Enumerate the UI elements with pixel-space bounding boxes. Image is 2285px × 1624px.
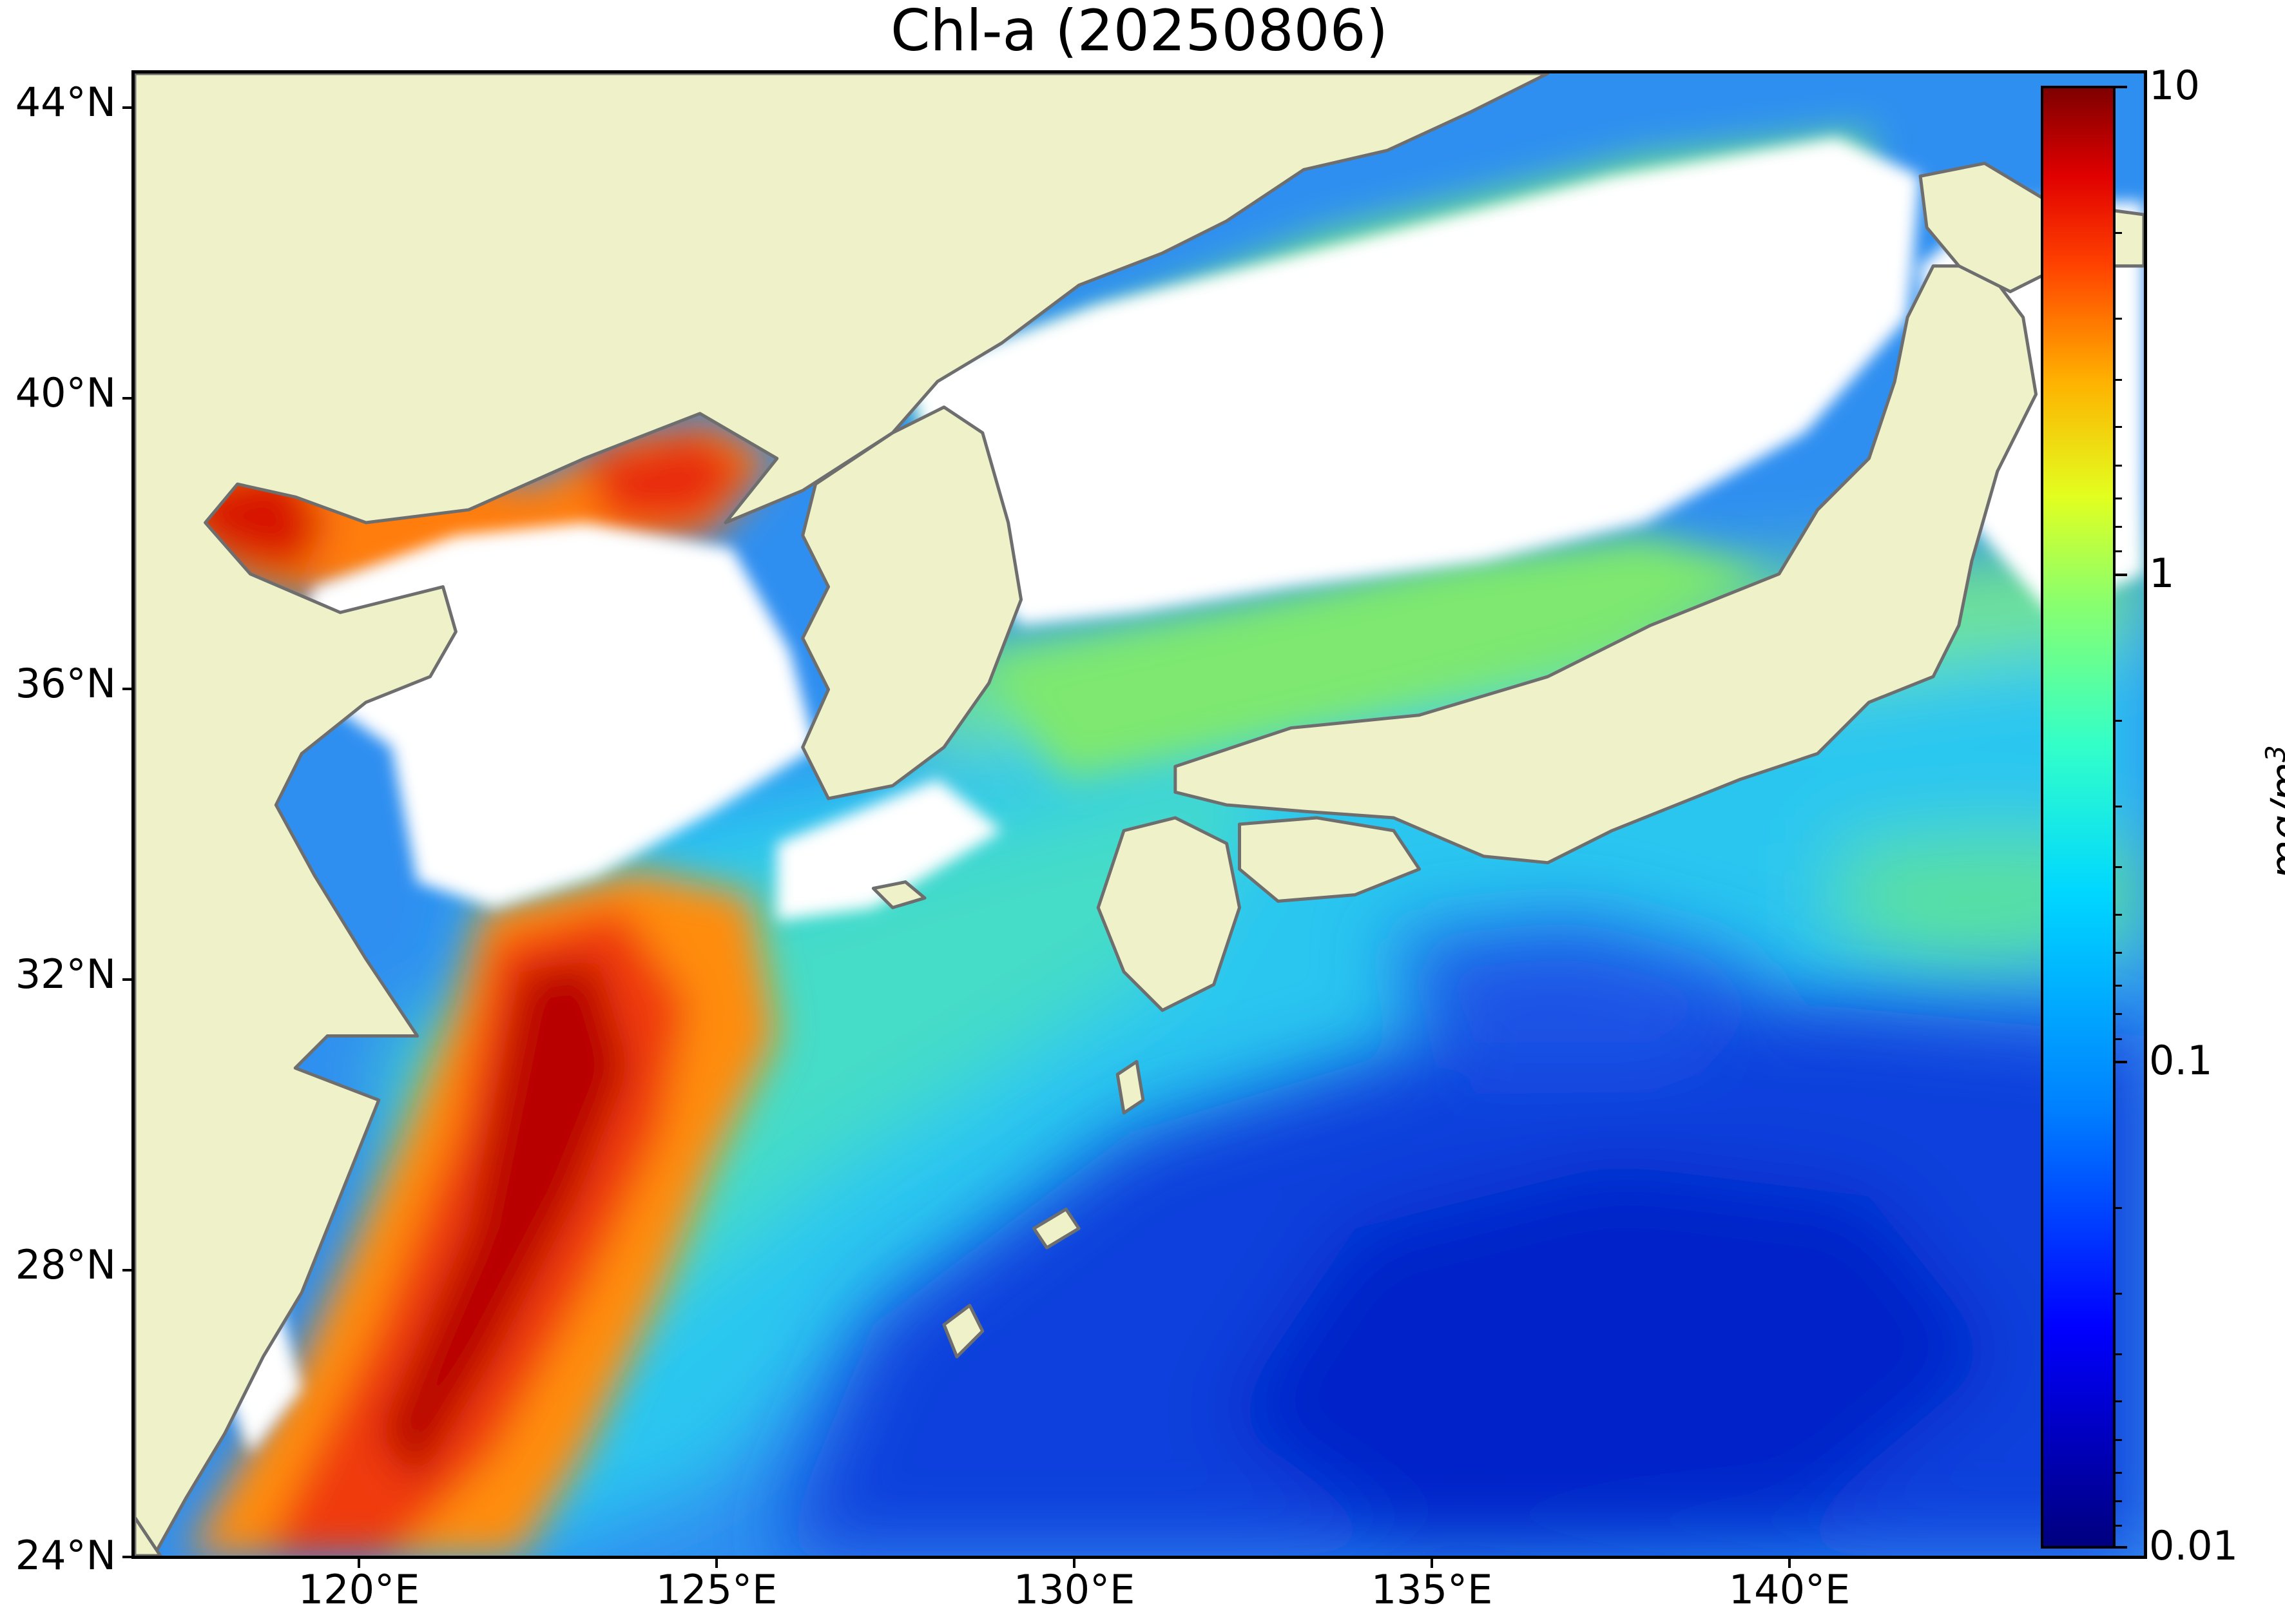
land-kyushu (1096, 816, 1241, 1012)
colorbar-tick-mark (2116, 86, 2127, 88)
y-tick-label: 44°N (15, 79, 116, 126)
unit-exponent: 3 (2260, 745, 2285, 762)
x-tick-label: 125°E (655, 1566, 778, 1613)
unit-text: mg/m (2261, 762, 2285, 879)
chlorophyll-map (135, 73, 2144, 1556)
colorbar-tick-mark (2116, 574, 2127, 576)
colorbar-minor-tick (2116, 952, 2122, 954)
colorbar-minor-tick (2116, 1472, 2122, 1474)
colorbar-minor-tick (2116, 1207, 2122, 1209)
y-tick-mark (122, 688, 131, 690)
colorbar-unit-label: mg/m3 (2260, 741, 2285, 883)
colorbar-minor-tick (2116, 1353, 2122, 1355)
colorbar-minor-tick (2116, 318, 2122, 320)
colorbar-minor-tick (2116, 985, 2122, 987)
colorbar-tick-mark (2116, 1061, 2127, 1063)
colorbar-tick-label: 0.1 (2149, 1037, 2213, 1084)
land-jeju (871, 880, 927, 909)
colorbar-minor-tick (2116, 379, 2122, 381)
colorbar-minor-tick (2116, 1013, 2122, 1015)
y-tick-mark (122, 978, 131, 981)
x-tick-mark (1431, 1559, 1433, 1568)
colorbar-minor-tick (2116, 1038, 2122, 1040)
y-tick-mark (122, 1556, 131, 1558)
no-data-clouds (211, 137, 2144, 1453)
colorbar-tick-label: 1 (2149, 550, 2175, 597)
y-tick-mark (122, 397, 131, 400)
x-tick-label: 130°E (1013, 1566, 1135, 1613)
map-area (131, 70, 2147, 1559)
y-tick-label: 40°N (15, 369, 116, 416)
colorbar-minor-tick (2116, 720, 2122, 722)
x-tick-mark (715, 1559, 718, 1568)
colorbar-minor-tick (2116, 498, 2122, 499)
x-tick-mark (1073, 1559, 1075, 1568)
low-chl-region (776, 920, 2144, 1556)
land-tanegashima (1115, 1059, 1145, 1115)
land-amami (1032, 1207, 1081, 1250)
x-tick-label: 140°E (1728, 1566, 1851, 1613)
land-honshu (1173, 264, 2038, 865)
colorbar-minor-tick (2116, 526, 2122, 528)
y-tick-mark (122, 106, 131, 109)
colorbar-minor-tick (2116, 866, 2122, 868)
y-tick-mark (122, 1269, 131, 1271)
x-tick-mark (1788, 1559, 1791, 1568)
colorbar-minor-tick (2116, 550, 2122, 552)
land-mainland-asia (135, 73, 1550, 1556)
colorbar-minor-tick (2116, 426, 2122, 428)
colorbar-minor-tick (2116, 1525, 2122, 1527)
colorbar-minor-tick (2116, 232, 2122, 234)
x-tick-mark (358, 1559, 360, 1568)
map-title: Chl-a (20250806) (891, 0, 1388, 64)
x-tick-label: 120°E (298, 1566, 420, 1613)
colorbar (2041, 86, 2116, 1549)
colorbar-minor-tick (2116, 914, 2122, 916)
x-tick-label: 135°E (1371, 1566, 1493, 1613)
colorbar-tick-mark (2116, 1546, 2127, 1549)
colorbar-tick-label: 0.01 (2149, 1522, 2239, 1569)
land-shikoku (1238, 816, 1422, 903)
colorbar-minor-tick (2116, 1400, 2122, 1402)
y-tick-label: 32°N (15, 951, 116, 998)
y-tick-label: 28°N (15, 1241, 116, 1288)
y-tick-label: 24°N (15, 1532, 116, 1579)
colorbar-tick-label: 10 (2149, 62, 2200, 109)
colorbar-minor-tick (2116, 1439, 2122, 1441)
land-okinawa (942, 1304, 985, 1358)
colorbar-minor-tick (2116, 465, 2122, 467)
land-korea (801, 405, 1023, 800)
y-tick-label: 36°N (15, 660, 116, 707)
colorbar-minor-tick (2116, 1500, 2122, 1502)
land-taiwan (135, 1515, 162, 1556)
colorbar-minor-tick (2116, 806, 2122, 807)
colorbar-minor-tick (2116, 1293, 2122, 1295)
